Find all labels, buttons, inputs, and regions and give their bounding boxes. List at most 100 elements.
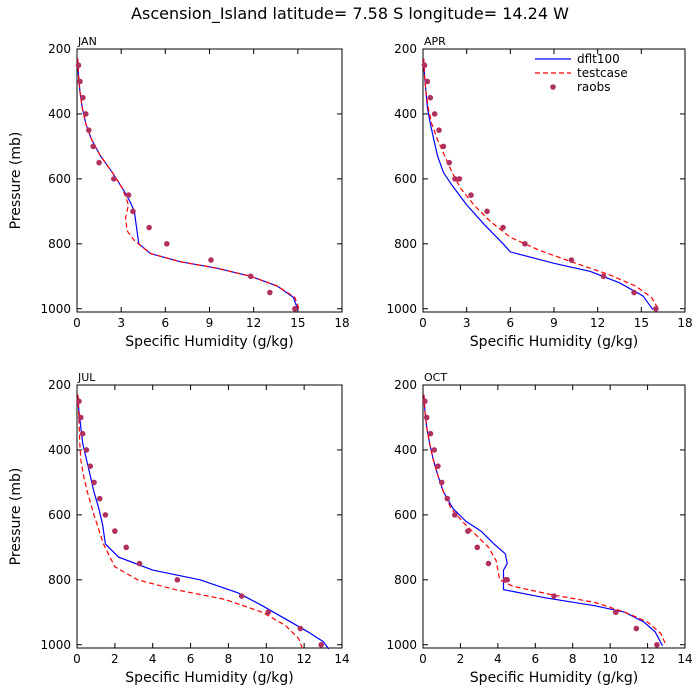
- raobs-point: [112, 528, 118, 534]
- raobs-point: [102, 512, 109, 518]
- raobs-point: [440, 143, 447, 150]
- chart-panel-jul: JUL 0 2 4 6 8 10 12 14 200 400 600 800 1000 Specific H…: [8, 371, 350, 686]
- y-tick-label: 800: [48, 237, 71, 251]
- raobs-point: [423, 414, 430, 421]
- panel-label: APR: [424, 35, 446, 48]
- x-tick-label: 2: [457, 652, 465, 666]
- raobs-point: [247, 273, 254, 280]
- plot-frame: [422, 384, 686, 649]
- raobs-point: [238, 593, 245, 599]
- x-tick-label: 0: [419, 652, 427, 666]
- y-tick-label: 600: [394, 508, 417, 522]
- raobs-point: [318, 641, 324, 648]
- legend-label-raobs: raobs: [577, 80, 611, 94]
- y-tick-label: 200: [394, 378, 417, 392]
- y-tick-label: 200: [48, 42, 71, 56]
- raobs-point: [631, 289, 637, 296]
- x-tick-label: 10: [259, 652, 274, 666]
- x-tick-label: 0: [73, 316, 81, 330]
- raobs-point: [504, 577, 511, 583]
- x-tick-label: 3: [463, 316, 471, 330]
- raobs-point: [77, 78, 83, 85]
- y-tick-label: 1000: [40, 302, 71, 316]
- dflt100-line: [77, 58, 299, 310]
- testcase-line: [77, 58, 300, 310]
- raobs-point: [83, 447, 90, 453]
- x-axis-label: Specific Humidity (g/kg): [125, 670, 293, 686]
- y-tick-label: 400: [394, 107, 417, 121]
- raobs-point: [612, 609, 619, 616]
- raobs-point: [292, 305, 298, 312]
- x-tick-label: 8: [225, 652, 233, 666]
- x-tick-label: 0: [419, 316, 427, 330]
- y-tick-label: 600: [48, 172, 71, 186]
- raobs-point: [633, 625, 640, 632]
- legend-label-testcase: testcase: [577, 66, 628, 80]
- y-tick-label: 200: [48, 378, 71, 392]
- x-tick-label: 2: [111, 652, 119, 666]
- raobs-point: [551, 593, 557, 599]
- raobs-point: [125, 192, 132, 198]
- y-tick-label: 400: [394, 443, 417, 457]
- x-tick-label: 15: [290, 316, 305, 330]
- y-tick-label: 200: [394, 42, 417, 56]
- testcase-line: [423, 58, 660, 311]
- raobs-point: [80, 94, 86, 101]
- raobs-point: [83, 111, 89, 117]
- raobs-point: [436, 127, 442, 133]
- x-tick-label: 8: [569, 652, 577, 666]
- raobs-point: [500, 224, 506, 231]
- x-tick-label: 6: [187, 652, 195, 666]
- raobs-point: [435, 463, 441, 469]
- x-tick-label: 14: [677, 652, 692, 666]
- x-tick-label: 12: [246, 316, 261, 330]
- dflt100-line: [77, 394, 330, 650]
- panel-label: JUL: [77, 371, 96, 384]
- x-tick-label: 18: [334, 316, 349, 330]
- y-tick-label: 600: [394, 172, 417, 186]
- x-tick-label: 0: [73, 652, 81, 666]
- raobs-point: [267, 289, 273, 296]
- x-tick-label: 10: [603, 652, 618, 666]
- figure-title: Ascension_Island latitude= 7.58 S longit…: [131, 4, 569, 24]
- x-axis-label: Specific Humidity (g/kg): [470, 670, 638, 686]
- x-tick-label: 4: [149, 652, 157, 666]
- raobs-point: [654, 641, 660, 648]
- y-tick-label: 800: [48, 573, 71, 587]
- y-tick-label: 600: [48, 508, 71, 522]
- raobs-point: [90, 143, 96, 150]
- raobs-point: [79, 430, 86, 437]
- x-axis-label: Specific Humidity (g/kg): [470, 334, 638, 350]
- raobs-point: [421, 62, 428, 69]
- raobs-point: [76, 398, 82, 405]
- y-tick-label: 800: [394, 237, 417, 251]
- y-tick-label: 800: [394, 573, 417, 587]
- panel-label: OCT: [424, 371, 447, 384]
- raobs-point: [427, 430, 434, 437]
- raobs-point: [424, 78, 431, 85]
- x-tick-label: 9: [206, 316, 214, 330]
- x-axis-label: Specific Humidity (g/kg): [125, 334, 293, 350]
- raobs-point: [85, 127, 92, 133]
- y-axis-label: Pressure (mb): [8, 132, 24, 230]
- dflt100-line: [423, 58, 654, 311]
- x-tick-label: 12: [640, 652, 655, 666]
- x-tick-label: 9: [550, 316, 558, 330]
- raobs-point: [438, 479, 445, 486]
- x-tick-label: 12: [297, 652, 312, 666]
- panel-label: JAN: [77, 35, 97, 48]
- raobs-point: [174, 577, 181, 583]
- plot-frame: [76, 384, 343, 649]
- y-tick-label: 1000: [386, 302, 417, 316]
- x-tick-label: 3: [117, 316, 125, 330]
- raobs-point: [431, 447, 438, 453]
- raobs-point: [522, 241, 528, 247]
- y-tick-label: 400: [48, 107, 71, 121]
- x-tick-label: 6: [507, 316, 515, 330]
- x-tick-label: 12: [590, 316, 605, 330]
- raobs-point: [77, 414, 84, 421]
- raobs-point: [600, 273, 607, 280]
- x-tick-label: 14: [334, 652, 349, 666]
- x-tick-label: 6: [531, 652, 539, 666]
- raobs-point: [146, 224, 152, 231]
